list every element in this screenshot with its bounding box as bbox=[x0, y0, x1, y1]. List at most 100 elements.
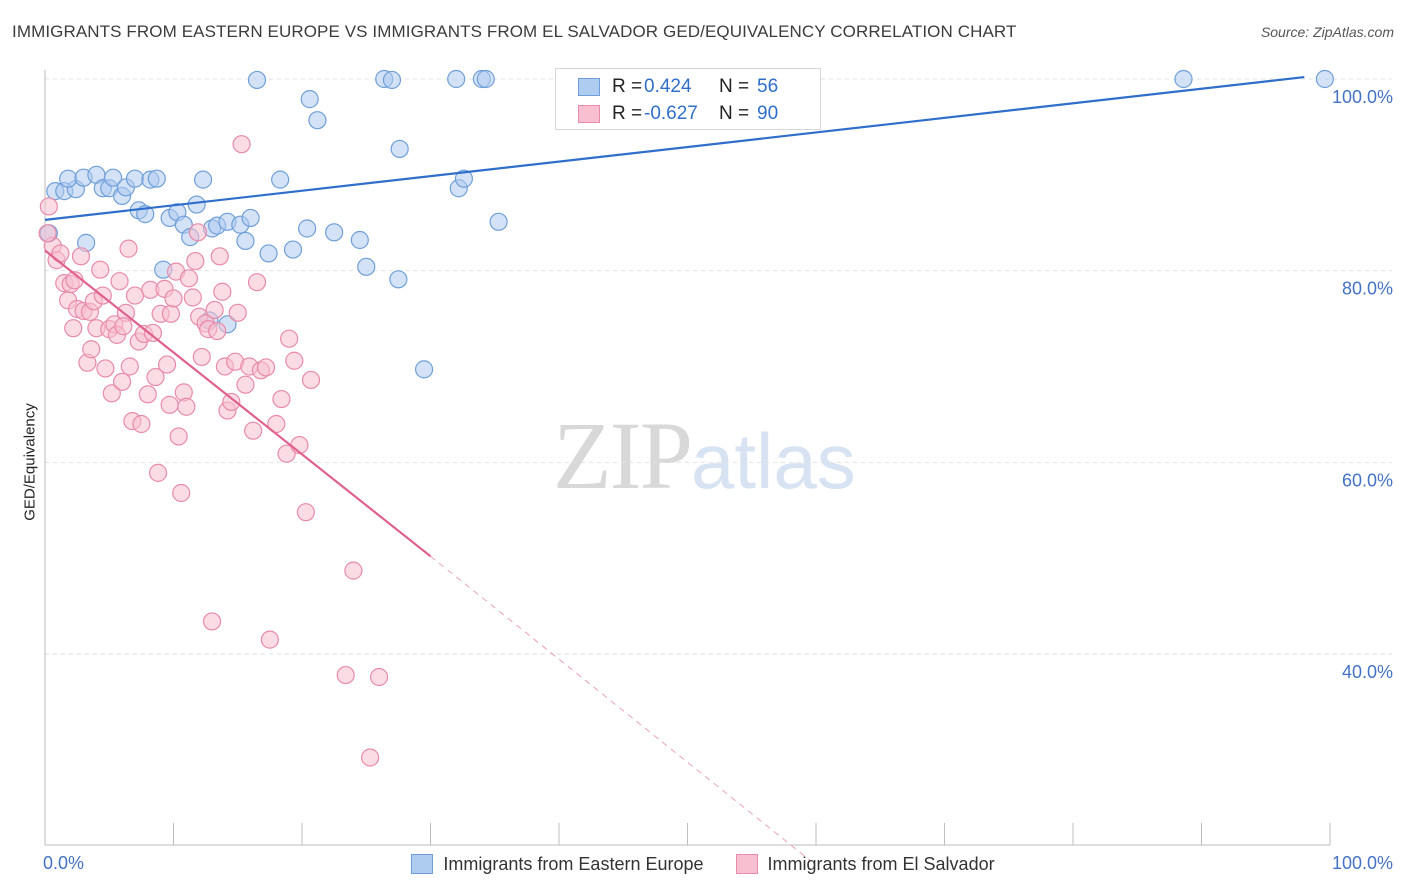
el-salvador-point bbox=[285, 351, 304, 370]
eastern-europe-point bbox=[259, 244, 278, 263]
legend-row-eastern-europe: R = 0.424 N = 56 bbox=[578, 75, 778, 99]
chart-title: IMMIGRANTS FROM EASTERN EUROPE VS IMMIGR… bbox=[12, 22, 1017, 41]
series-swatch-pink bbox=[735, 854, 758, 874]
el-salvador-point bbox=[102, 384, 121, 403]
eastern-europe-point bbox=[298, 219, 317, 238]
y-tick-label: 80.0% bbox=[1342, 279, 1393, 299]
series-legend: Immigrants from Eastern Europe Immigrant… bbox=[0, 852, 1406, 876]
eastern-europe-point bbox=[300, 90, 319, 109]
legend-swatch-blue bbox=[578, 78, 600, 96]
el-salvador-point bbox=[161, 304, 181, 323]
legend-r-label: R = bbox=[612, 76, 643, 97]
legend-n-label: N = bbox=[719, 103, 750, 124]
el-salvador-point bbox=[208, 321, 227, 341]
el-salvador-point bbox=[232, 135, 251, 154]
y-tick-label: 60.0% bbox=[1342, 470, 1393, 490]
el-salvador-point bbox=[157, 355, 177, 374]
el-salvador-trendline bbox=[44, 249, 432, 558]
series-swatch-blue bbox=[411, 854, 434, 874]
y-tick-label: 40.0% bbox=[1342, 662, 1393, 682]
watermark: ZIPatlas bbox=[553, 400, 856, 511]
eastern-europe-point bbox=[447, 69, 466, 89]
el-salvador-point bbox=[222, 392, 241, 412]
el-salvador-point bbox=[272, 389, 291, 409]
legend-n-value: 90 bbox=[757, 103, 779, 124]
eastern-europe-point bbox=[414, 360, 434, 379]
el-salvador-point bbox=[247, 273, 267, 292]
el-salvador-point bbox=[267, 414, 286, 434]
el-salvador-point bbox=[64, 319, 83, 338]
el-salvador-point bbox=[164, 289, 183, 308]
el-salvador-point bbox=[277, 444, 296, 463]
eastern-europe-point bbox=[350, 230, 369, 250]
eastern-europe-point bbox=[147, 169, 166, 188]
el-salvador-point bbox=[172, 483, 191, 503]
el-salvador-point bbox=[138, 385, 157, 404]
el-salvador-point bbox=[244, 421, 263, 440]
el-salvador-point bbox=[361, 748, 380, 767]
eastern-europe-point bbox=[476, 69, 495, 89]
eastern-europe-point bbox=[125, 169, 145, 188]
series-label: Immigrants from Eastern Europe bbox=[443, 853, 704, 874]
el-salvador-point bbox=[143, 323, 163, 343]
el-salvador-point bbox=[280, 329, 299, 348]
eastern-europe-point bbox=[325, 223, 344, 242]
eastern-europe-point bbox=[241, 208, 260, 228]
el-salvador-point bbox=[169, 427, 188, 446]
el-salvador-point bbox=[202, 612, 222, 631]
el-salvador-point bbox=[114, 317, 133, 336]
el-salvador-point bbox=[110, 272, 129, 291]
el-salvador-point bbox=[71, 247, 91, 266]
el-salvador-point bbox=[183, 288, 202, 307]
el-salvador-point bbox=[120, 357, 139, 376]
eastern-europe-point bbox=[489, 212, 508, 231]
eastern-europe-point bbox=[1315, 69, 1334, 89]
legend-r-value: -0.627 bbox=[644, 103, 698, 124]
el-salvador-point bbox=[228, 303, 247, 322]
el-salvador-point bbox=[210, 247, 229, 266]
el-salvador-point bbox=[91, 260, 110, 279]
el-salvador-point bbox=[119, 239, 138, 258]
el-salvador-point bbox=[132, 414, 151, 434]
el-salvador-point bbox=[192, 347, 211, 367]
source-note: Source: ZipAtlas.com bbox=[1260, 24, 1394, 40]
el-salvador-point bbox=[148, 463, 168, 482]
watermark-atlas: atlas bbox=[691, 417, 856, 505]
el-salvador-point bbox=[125, 286, 145, 305]
legend-n-label: N = bbox=[719, 76, 750, 97]
eastern-europe-point bbox=[357, 257, 376, 276]
eastern-europe-point bbox=[308, 111, 327, 130]
watermark-zip: ZIP bbox=[553, 402, 693, 509]
eastern-europe-point bbox=[271, 170, 290, 189]
el-salvador-point bbox=[344, 561, 363, 580]
series-label: Immigrants from El Salvador bbox=[767, 853, 995, 874]
series-legend-eastern-europe: Immigrants from Eastern Europe bbox=[411, 853, 704, 875]
el-salvador-trendline-extension bbox=[430, 555, 810, 861]
legend-r-label: R = bbox=[612, 103, 643, 124]
legend-swatch-pink bbox=[578, 105, 600, 123]
eastern-europe-point bbox=[454, 169, 474, 188]
eastern-europe-point bbox=[389, 270, 408, 289]
series-legend-el-salvador: Immigrants from El Salvador bbox=[735, 853, 995, 875]
el-salvador-point bbox=[112, 372, 132, 391]
el-salvador-point bbox=[296, 503, 315, 522]
el-salvador-point bbox=[205, 300, 224, 320]
x-tick-label: 0.0% bbox=[43, 853, 84, 873]
el-salvador-point bbox=[301, 370, 321, 390]
correlation-legend: R = 0.424 N = 56 R = -0.627 N = 90 bbox=[555, 68, 821, 130]
el-salvador-point bbox=[336, 665, 355, 685]
el-salvador-point bbox=[177, 397, 196, 416]
legend-r-value: 0.424 bbox=[644, 76, 692, 97]
el-salvador-point bbox=[96, 359, 115, 378]
el-salvador-point bbox=[38, 224, 57, 243]
eastern-europe-point bbox=[1174, 69, 1193, 89]
el-salvador-point bbox=[160, 395, 179, 414]
eastern-europe-point bbox=[382, 70, 402, 90]
el-salvador-point bbox=[179, 269, 199, 288]
eastern-europe-point bbox=[59, 169, 78, 188]
eastern-europe-point bbox=[104, 168, 123, 187]
legend-row-el-salvador: R = -0.627 N = 90 bbox=[578, 102, 778, 126]
eastern-europe-point bbox=[187, 195, 206, 214]
y-tick-label: 100.0% bbox=[1332, 87, 1393, 107]
